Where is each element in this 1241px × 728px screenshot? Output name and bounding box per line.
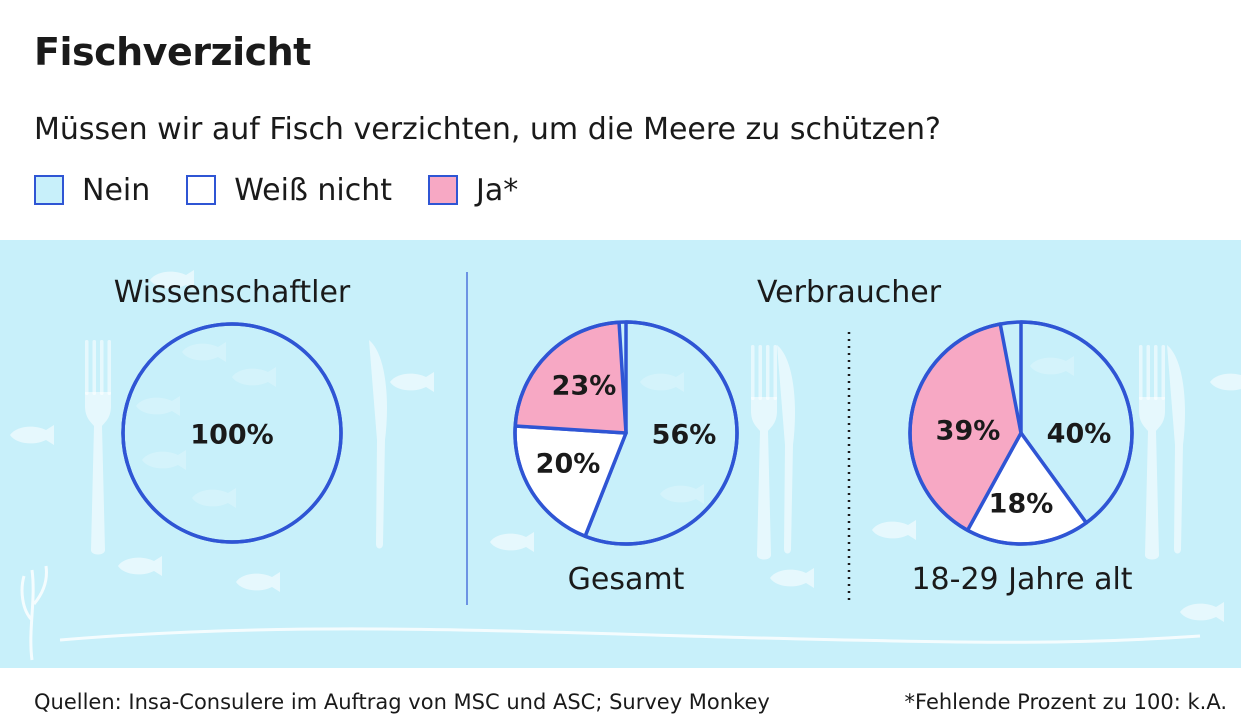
label-18-29-nein: 40% bbox=[1047, 419, 1112, 450]
legend-label-nein: Nein bbox=[82, 173, 150, 208]
source-note: Quellen: Insa-Consulere im Auftrag von M… bbox=[34, 690, 770, 714]
group-title-verbraucher: Verbraucher bbox=[757, 275, 941, 310]
legend-item-ja: Ja* bbox=[428, 173, 518, 208]
label-gesamt-nein: 56% bbox=[652, 420, 717, 451]
pie-title-gesamt: Gesamt bbox=[568, 562, 685, 597]
chart-panel: Wissenschaftler Verbraucher Gesamt 18-29… bbox=[0, 240, 1241, 668]
chart-title: Fischverzicht bbox=[34, 30, 311, 74]
legend-label-weiss-nicht: Weiß nicht bbox=[234, 173, 392, 208]
legend: Nein Weiß nicht Ja* bbox=[34, 170, 554, 210]
legend-label-ja: Ja* bbox=[476, 173, 518, 208]
legend-swatch-ja bbox=[428, 175, 458, 205]
survey-question: Müssen wir auf Fisch verzichten, um die … bbox=[34, 112, 941, 147]
footnote: *Fehlende Prozent zu 100: k.A. bbox=[905, 690, 1227, 714]
legend-swatch-nein bbox=[34, 175, 64, 205]
group-title-wissenschaftler: Wissenschaftler bbox=[114, 275, 351, 310]
label-gesamt-ja: 23% bbox=[552, 371, 617, 402]
label-gesamt-weiss-nicht: 20% bbox=[536, 449, 601, 480]
legend-item-weiss-nicht: Weiß nicht bbox=[186, 173, 392, 208]
legend-item-nein: Nein bbox=[34, 173, 150, 208]
label-wissenschaftler-nein: 100% bbox=[190, 420, 273, 451]
pie-title-18-29: 18-29 Jahre alt bbox=[911, 562, 1132, 597]
label-18-29-ja: 39% bbox=[936, 416, 1001, 447]
legend-swatch-weiss-nicht bbox=[186, 175, 216, 205]
label-18-29-weiss-nicht: 18% bbox=[989, 489, 1054, 520]
